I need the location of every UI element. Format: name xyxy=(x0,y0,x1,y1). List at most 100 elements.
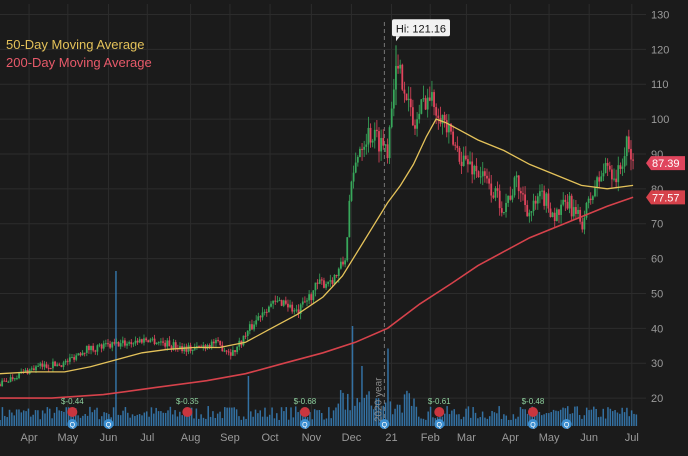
candle-body xyxy=(1,380,4,386)
volume-bar xyxy=(562,407,564,426)
volume-bar xyxy=(519,407,522,426)
candle-body xyxy=(113,342,116,344)
volume-bar xyxy=(22,410,25,426)
candle-body xyxy=(411,107,414,126)
candle-body xyxy=(49,368,52,370)
candle-body xyxy=(96,345,99,352)
candle-body xyxy=(179,346,181,350)
candle-body xyxy=(611,169,613,180)
volume-bar xyxy=(318,410,321,426)
candle-body xyxy=(16,378,18,380)
candle-body xyxy=(143,338,145,343)
volume-bar xyxy=(228,407,231,426)
y-tick-label: 110 xyxy=(651,79,669,91)
volume-bar xyxy=(266,416,269,426)
volume-bar xyxy=(271,407,273,426)
volume-bar xyxy=(342,392,344,426)
candle-body xyxy=(104,343,107,345)
candle-body xyxy=(236,346,239,353)
y-tick-label: 70 xyxy=(651,219,663,231)
y-tick-label: 50 xyxy=(651,288,663,300)
candle-body xyxy=(115,342,118,344)
volume-bar xyxy=(122,410,124,426)
x-tick-label: Jul xyxy=(140,432,154,444)
volume-bar xyxy=(472,407,474,426)
volume-bar xyxy=(254,409,257,426)
volume-bar xyxy=(89,406,91,426)
candle-body xyxy=(547,193,550,209)
volume-bar xyxy=(259,410,262,426)
candle-body xyxy=(524,194,526,206)
candle-body xyxy=(613,178,615,180)
candle-body xyxy=(467,159,469,165)
volume-bar xyxy=(567,406,569,426)
candle-body xyxy=(399,64,402,69)
candle-body xyxy=(166,340,169,347)
candle-body xyxy=(100,344,103,349)
candle-body xyxy=(566,201,569,209)
volume-bar xyxy=(507,419,510,426)
volume-bar xyxy=(250,411,252,426)
candle-body xyxy=(126,343,128,346)
volume-bar xyxy=(540,415,543,426)
candle-body xyxy=(418,113,421,120)
volume-bar xyxy=(224,407,226,426)
volume-bar xyxy=(141,415,143,426)
candle-body xyxy=(147,340,150,343)
candle-body xyxy=(253,324,255,330)
volume-bar xyxy=(103,412,105,426)
candle-body xyxy=(604,162,607,173)
volume-bar xyxy=(373,409,375,426)
volume-bar xyxy=(382,405,385,426)
ma200-line xyxy=(0,196,634,399)
candle-body xyxy=(136,340,139,343)
candle-body xyxy=(221,344,224,352)
candle-body xyxy=(420,99,423,114)
volume-bar xyxy=(458,414,460,426)
volume-bar xyxy=(20,412,23,426)
volume-bar xyxy=(60,410,63,426)
candle-body xyxy=(60,365,63,367)
volume-bar xyxy=(65,407,68,426)
high-callout-label: Hi: 121.16 xyxy=(396,23,446,35)
candle-body xyxy=(359,148,361,157)
candle-body xyxy=(270,303,272,307)
volume-bar xyxy=(396,404,399,426)
y-tick-label: 30 xyxy=(651,358,663,370)
volume-bar xyxy=(363,397,366,426)
volume-bar xyxy=(593,406,595,426)
x-tick-label: May xyxy=(57,432,78,444)
candle-body xyxy=(454,144,457,146)
candle-body xyxy=(327,281,330,284)
candle-body xyxy=(217,339,219,341)
candle-body xyxy=(560,204,562,215)
candle-body xyxy=(426,97,429,110)
candle-body xyxy=(316,282,319,284)
volume-bar xyxy=(384,402,387,426)
candle-body xyxy=(390,108,393,128)
candle-body xyxy=(386,144,389,159)
candle-body xyxy=(242,335,245,346)
volume-bar xyxy=(394,408,396,426)
volume-bar xyxy=(512,414,515,426)
candle-body xyxy=(52,361,54,369)
volume-bar xyxy=(231,407,233,426)
volume-bar xyxy=(169,406,172,426)
candle-body xyxy=(608,165,611,170)
candle-body xyxy=(416,119,419,129)
candle-body xyxy=(333,274,336,284)
candle-body xyxy=(234,350,236,353)
volume-bar xyxy=(571,413,574,426)
candle-body xyxy=(280,300,283,306)
volume-bar xyxy=(313,409,316,426)
candle-body xyxy=(458,147,461,162)
volume-bar xyxy=(415,406,418,426)
candle-body xyxy=(75,355,78,360)
volume-bar xyxy=(408,393,411,426)
candle-body xyxy=(155,342,158,344)
volume-bar xyxy=(545,413,548,426)
candle-body xyxy=(443,114,446,121)
event-marker-label: Q xyxy=(437,422,443,429)
legend-200-day-ma: 200-Day Moving Average xyxy=(6,55,152,70)
candle-body xyxy=(517,175,520,192)
